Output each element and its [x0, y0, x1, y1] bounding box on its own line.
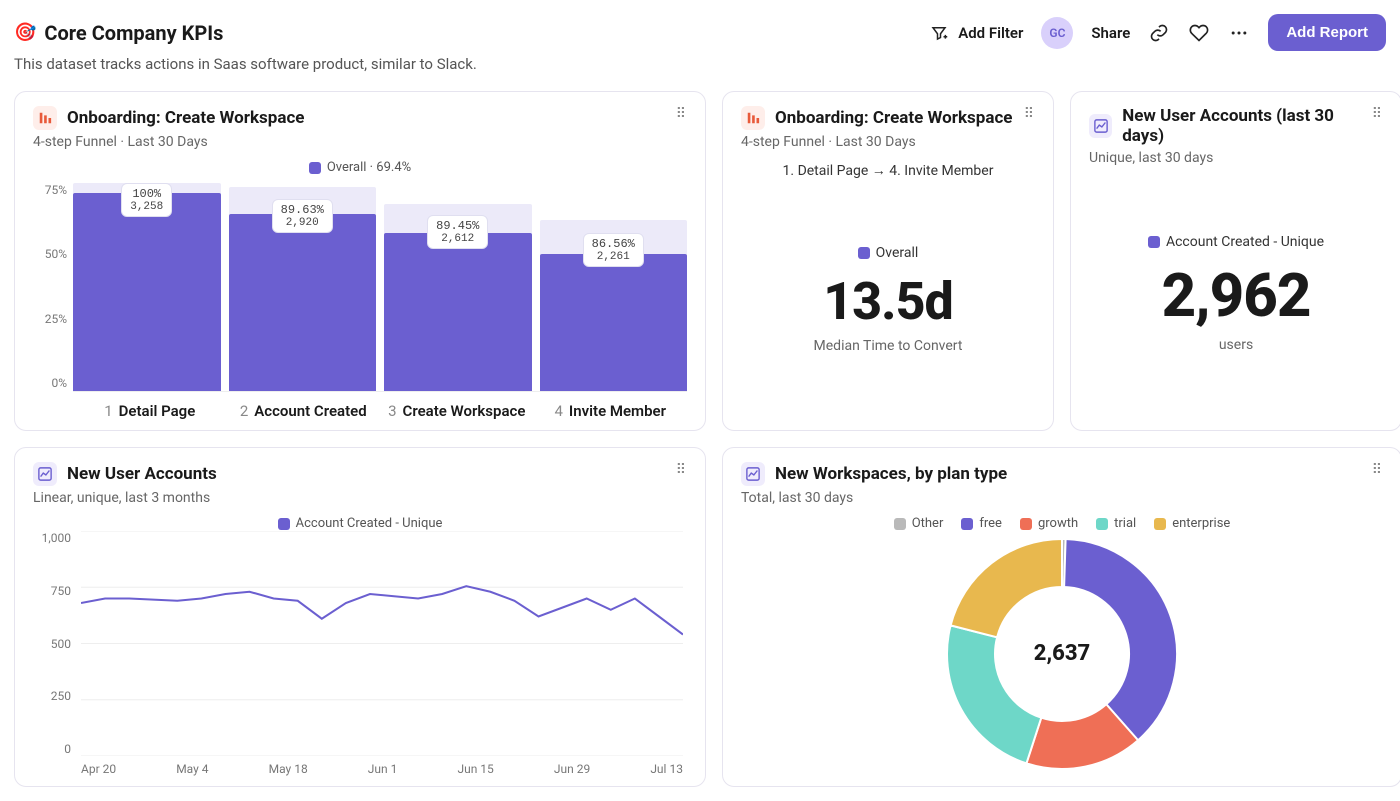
card-new-users-stat: New User Accounts (last 30 days) Unique,…	[1070, 91, 1400, 431]
legend-swatch	[1148, 236, 1160, 248]
card-line-chart: New User Accounts Linear, unique, last 3…	[14, 447, 706, 787]
user-avatar[interactable]: GC	[1041, 17, 1073, 49]
card-donut: New Workspaces, by plan type Total, last…	[722, 447, 1400, 787]
stat-value: 2,962	[1162, 260, 1311, 331]
card-title: New Workspaces, by plan type	[775, 464, 1007, 484]
donut-legend: Otherfreegrowthtrialenterprise	[741, 516, 1383, 531]
card-median-time: Onboarding: Create Workspace 4-step Funn…	[722, 91, 1054, 431]
legend-label: Account Created - Unique	[296, 516, 443, 531]
card-subtitle: Linear, unique, last 3 months	[33, 490, 217, 506]
add-report-button[interactable]: Add Report	[1268, 14, 1386, 51]
drag-handle-icon[interactable]: ⠿	[676, 462, 687, 478]
funnel-icon	[33, 106, 57, 130]
funnel-path-label: 1. Detail Page → 4. Invite Member	[783, 162, 994, 179]
dashboard-emoji-icon: 🎯	[14, 22, 36, 43]
legend-swatch	[278, 518, 290, 530]
page-subtitle: This dataset tracks actions in Saas soft…	[14, 55, 1386, 73]
legend-label: Overall	[876, 245, 919, 261]
funnel-x-axis: 1Detail Page2Account Created3Create Work…	[73, 402, 687, 420]
card-subtitle: 4-step Funnel · Last 30 Days	[741, 134, 1012, 150]
legend-swatch	[858, 247, 870, 259]
page-title: Core Company KPIs	[44, 21, 223, 45]
chart-icon	[33, 462, 57, 486]
donut-center-value: 2,637	[1034, 641, 1090, 666]
card-title: Onboarding: Create Workspace	[775, 108, 1012, 128]
card-subtitle: Unique, last 30 days	[1089, 150, 1372, 166]
card-funnel: Onboarding: Create Workspace 4-step Funn…	[14, 91, 706, 431]
share-button[interactable]: Share	[1091, 24, 1130, 42]
funnel-icon	[741, 106, 765, 130]
card-subtitle: Total, last 30 days	[741, 490, 1007, 506]
drag-handle-icon[interactable]: ⠿	[1372, 106, 1383, 122]
link-icon[interactable]	[1148, 22, 1170, 44]
legend-label: Account Created - Unique	[1166, 234, 1324, 250]
card-title: Onboarding: Create Workspace	[67, 108, 304, 128]
funnel-bars: 100%3,25889.63%2,92089.45%2,61286.56%2,2…	[73, 183, 687, 392]
add-filter-label: Add Filter	[958, 24, 1023, 42]
line-y-axis: 1,0007505002500	[33, 531, 75, 756]
add-filter-button[interactable]: Add Filter	[928, 22, 1023, 44]
stat-caption: users	[1219, 337, 1253, 353]
chart-icon	[741, 462, 765, 486]
stat-value: 13.5d	[823, 271, 953, 332]
line-plot	[81, 531, 683, 756]
heart-icon[interactable]	[1188, 22, 1210, 44]
funnel-y-axis: 75%50%25%0%	[33, 183, 73, 392]
card-title: New User Accounts	[67, 464, 217, 484]
legend-swatch	[309, 162, 321, 174]
stat-caption: Median Time to Convert	[814, 338, 963, 354]
drag-handle-icon[interactable]: ⠿	[1372, 462, 1383, 478]
drag-handle-icon[interactable]: ⠿	[1024, 106, 1035, 122]
legend-label: Overall · 69.4%	[327, 160, 411, 175]
filter-icon	[928, 22, 950, 44]
card-title: New User Accounts (last 30 days)	[1122, 106, 1372, 146]
chart-icon	[1089, 114, 1112, 138]
drag-handle-icon[interactable]: ⠿	[676, 106, 687, 122]
dashboard-grid: Onboarding: Create Workspace 4-step Funn…	[14, 91, 1386, 787]
card-subtitle: 4-step Funnel · Last 30 Days	[33, 134, 304, 150]
more-icon[interactable]	[1228, 22, 1250, 44]
line-x-axis: Apr 20May 4May 18Jun 1Jun 15Jun 29Jul 13	[81, 762, 683, 776]
page-header: 🎯 Core Company KPIs Add Filter GC Share …	[14, 14, 1386, 51]
